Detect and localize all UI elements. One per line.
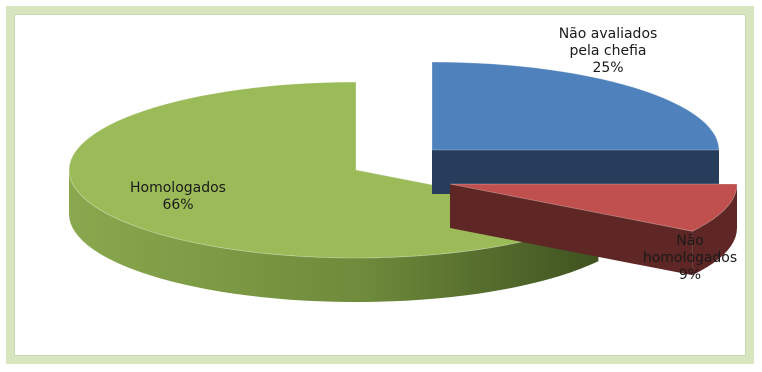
slice-nao-avaliados [431, 61, 720, 194]
slice-homologados-outer-side [69, 170, 599, 302]
label-nao-homologados-line2: homologados [642, 250, 738, 266]
label-homologados: Homologados 66% [110, 180, 246, 214]
slice-nao-homologados [449, 183, 738, 276]
label-homologados-line1: Homologados [130, 180, 226, 196]
label-nao-homologados-line1: Não [676, 233, 704, 249]
label-nao-avaliados-line2: pela chefia [569, 43, 647, 59]
slice-nao-homologados-top [449, 183, 738, 232]
slice-nao-avaliados-radial-side-1 [432, 150, 719, 194]
label-homologados-percent: 66% [162, 197, 194, 213]
slice-nao-homologados-outer-side [692, 184, 737, 276]
slice-nao-avaliados-top [431, 61, 720, 151]
label-nao-avaliados-line1: Não avaliados [558, 26, 658, 42]
label-nao-avaliados-percent: 25% [592, 60, 624, 76]
label-nao-avaliados: Não avaliados pela chefia 25% [540, 26, 676, 77]
label-nao-homologados: Não homologados 9% [622, 233, 758, 284]
label-nao-homologados-percent: 9% [678, 267, 702, 283]
slice-nao-homologados-radial-side-1 [450, 184, 693, 276]
chart-area-border [14, 14, 746, 356]
